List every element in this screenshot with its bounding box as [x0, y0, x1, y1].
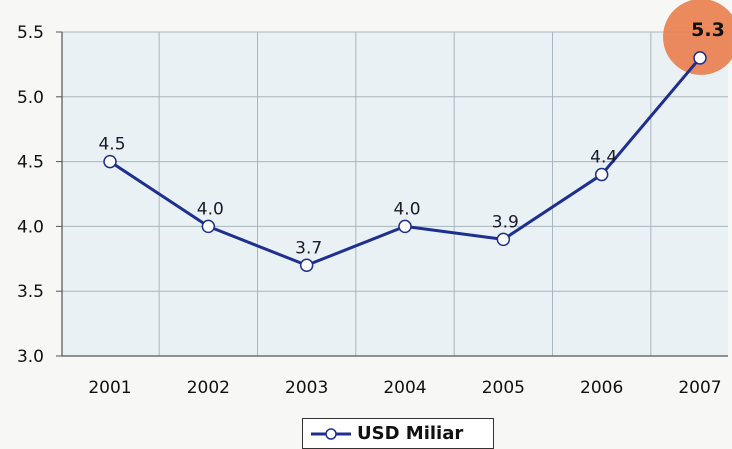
data-point — [693, 51, 707, 65]
y-tick-label: 3.5 — [17, 282, 44, 302]
data-label: 4.5 — [98, 135, 125, 155]
data-point — [496, 232, 511, 247]
y-tick-label: 4.5 — [17, 153, 44, 173]
axes — [61, 32, 728, 357]
legend-line-marker-icon — [311, 427, 351, 440]
y-tick-labels: 3.0 3.5 4.0 4.5 5.0 5.5 — [17, 23, 44, 367]
data-point — [398, 219, 412, 234]
x-tick-label: 2007 — [678, 378, 721, 398]
y-tick-label: 4.0 — [17, 217, 44, 237]
data-label: 4.4 — [590, 148, 617, 168]
data-label: 4.0 — [197, 199, 224, 219]
data-point — [103, 154, 117, 169]
data-label: 3.9 — [492, 212, 519, 232]
x-tick-label: 2005 — [482, 378, 525, 398]
data-point — [201, 219, 216, 234]
data-labels: 4.5 4.0 3.7 4.0 3.9 4.4 5.3 — [98, 19, 724, 258]
y-tick-label: 5.5 — [17, 23, 44, 43]
x-tick-label: 2003 — [285, 378, 328, 398]
x-tick-label: 2001 — [88, 378, 131, 398]
data-label: 4.0 — [393, 199, 420, 219]
x-tick-labels: 2001 2002 2003 2004 2005 2006 2007 — [88, 378, 721, 398]
y-tick-label: 5.0 — [17, 88, 44, 108]
data-label: 5.3 — [691, 19, 725, 41]
data-markers — [103, 51, 707, 273]
x-tick-label: 2002 — [187, 378, 230, 398]
x-tick-label: 2004 — [383, 378, 426, 398]
plot-area — [62, 32, 728, 356]
gridlines — [56, 31, 728, 357]
data-point — [594, 167, 609, 182]
y-tick-label: 3.0 — [17, 347, 44, 367]
data-label: 3.7 — [295, 238, 322, 258]
legend-label: USD Miliar — [357, 423, 464, 444]
highlight-circle-shape — [663, 0, 732, 75]
highlight-circle — [663, 0, 732, 75]
legend: USD Miliar — [302, 418, 494, 449]
data-point — [299, 258, 314, 273]
x-tick-label: 2006 — [580, 378, 623, 398]
